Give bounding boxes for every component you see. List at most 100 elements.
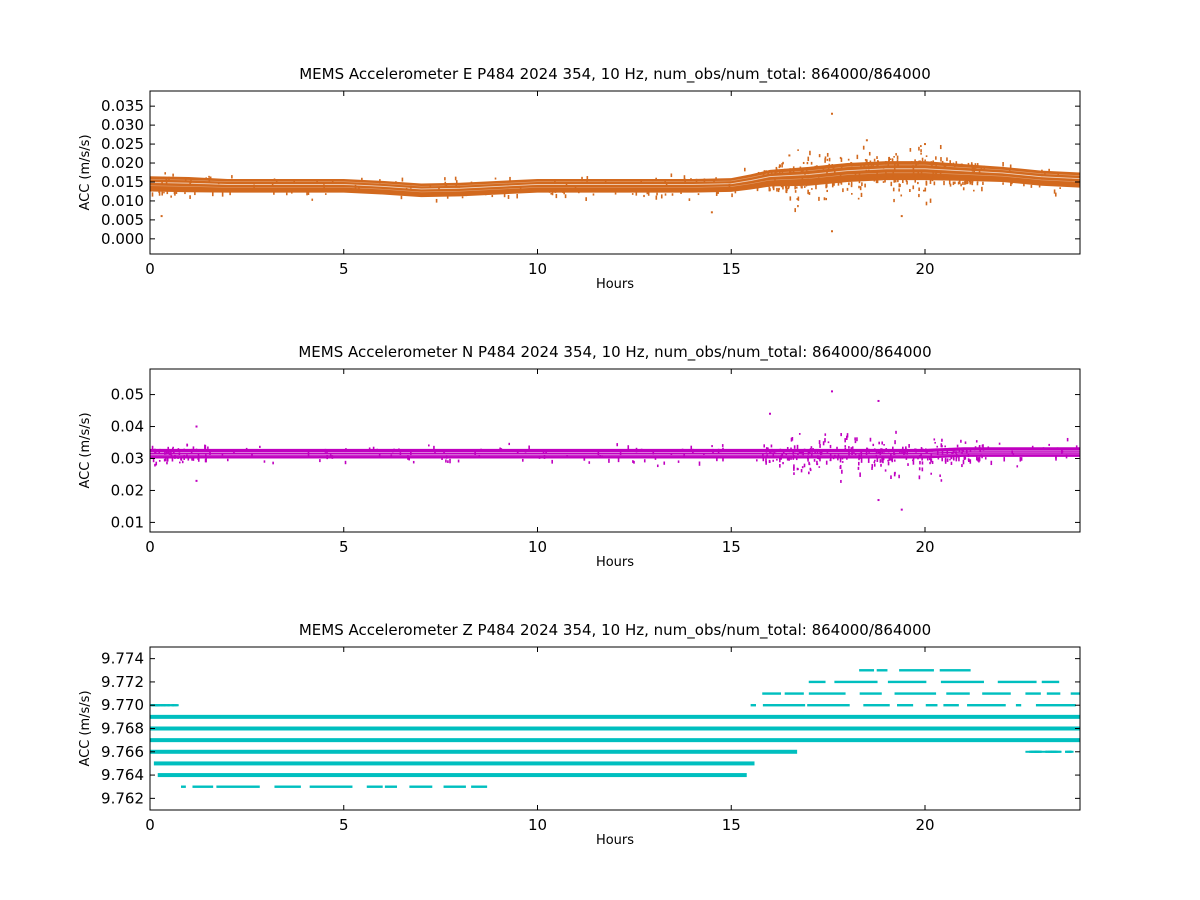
data-point xyxy=(183,448,186,451)
data-point xyxy=(859,449,862,453)
data-point xyxy=(155,461,158,466)
data-point xyxy=(455,180,458,184)
data-point xyxy=(183,455,185,460)
data-point xyxy=(1041,182,1044,184)
data-point xyxy=(792,451,795,455)
data-point xyxy=(1017,739,1025,742)
data-point xyxy=(939,172,942,176)
data-point xyxy=(840,163,843,169)
data-point xyxy=(978,169,981,175)
data-point xyxy=(890,181,893,187)
data-point xyxy=(1008,167,1011,172)
data-point xyxy=(165,450,168,455)
data-point xyxy=(807,189,809,195)
data-point xyxy=(839,174,842,178)
data-point xyxy=(846,739,853,742)
data-point xyxy=(455,183,458,187)
data-point xyxy=(896,155,899,160)
outlier-point xyxy=(710,211,713,214)
data-point xyxy=(1028,750,1035,753)
level-band xyxy=(150,738,1080,743)
data-point xyxy=(717,448,720,454)
data-point xyxy=(619,452,622,456)
level-segment xyxy=(762,704,806,707)
level-segment xyxy=(384,785,398,788)
data-point xyxy=(883,449,885,453)
data-point xyxy=(324,448,327,453)
level-segment xyxy=(887,680,927,684)
data-point xyxy=(844,447,847,452)
data-point xyxy=(984,457,987,460)
data-point xyxy=(447,460,449,463)
data-point xyxy=(1065,454,1068,459)
data-point xyxy=(864,183,866,188)
data-point xyxy=(949,160,952,164)
data-point xyxy=(836,446,838,451)
data-point xyxy=(781,169,784,174)
data-point xyxy=(474,451,476,455)
data-point xyxy=(806,161,809,165)
data-point xyxy=(915,161,917,166)
data-point xyxy=(953,457,955,461)
data-point xyxy=(894,161,896,166)
data-point xyxy=(293,180,295,184)
data-point xyxy=(1042,447,1045,451)
data-point xyxy=(892,171,895,174)
data-point xyxy=(807,451,810,455)
data-point xyxy=(979,447,981,452)
y-tick-label: 0.04 xyxy=(111,418,144,436)
data-point xyxy=(407,455,409,460)
data-point xyxy=(844,438,846,443)
data-point xyxy=(279,715,284,718)
data-point xyxy=(920,152,922,155)
data-point xyxy=(829,457,832,462)
outlier-point xyxy=(160,215,163,218)
y-axis-label: ACC (m/s/s) xyxy=(78,690,93,766)
y-tick-label: 0.000 xyxy=(101,230,144,248)
data-point xyxy=(961,451,963,454)
data-point xyxy=(867,174,870,177)
data-point xyxy=(974,165,977,169)
data-point xyxy=(171,704,179,707)
data-point xyxy=(491,194,494,198)
series-band xyxy=(150,390,1080,511)
data-point xyxy=(1038,184,1041,188)
data-point xyxy=(850,181,853,186)
data-point xyxy=(848,446,850,449)
data-point xyxy=(924,448,927,452)
data-point xyxy=(160,449,162,452)
data-point xyxy=(885,160,887,165)
data-point xyxy=(1035,750,1042,753)
data-point xyxy=(941,445,943,448)
data-point xyxy=(866,159,868,163)
data-point xyxy=(315,449,318,452)
data-point xyxy=(867,739,873,742)
data-point xyxy=(889,158,892,161)
data-point xyxy=(950,457,953,460)
data-point xyxy=(918,187,920,192)
data-point xyxy=(859,472,861,477)
level-segment xyxy=(808,692,846,695)
data-point xyxy=(722,457,724,462)
data-point xyxy=(1031,182,1033,185)
data-point xyxy=(824,156,827,159)
data-point xyxy=(398,448,400,451)
data-point xyxy=(171,458,174,462)
data-point xyxy=(164,172,167,175)
data-point xyxy=(793,445,796,449)
level-band xyxy=(150,749,798,754)
data-point xyxy=(743,167,746,172)
data-point xyxy=(1060,739,1065,742)
data-point xyxy=(768,459,771,463)
data-point xyxy=(604,179,607,184)
x-tick-label: 10 xyxy=(528,816,547,834)
data-point xyxy=(285,192,288,196)
data-point xyxy=(772,459,775,462)
data-point xyxy=(765,460,767,465)
data-point xyxy=(809,468,812,472)
data-point xyxy=(935,162,937,167)
data-point xyxy=(914,159,916,162)
x-tick-label: 20 xyxy=(915,260,934,278)
data-point xyxy=(807,156,810,162)
